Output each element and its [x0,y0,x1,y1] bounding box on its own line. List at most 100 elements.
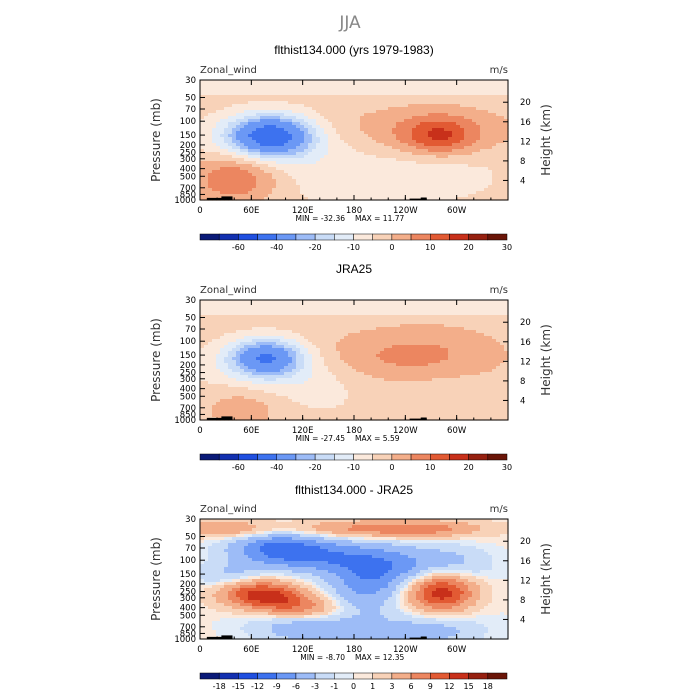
field-cell [412,185,417,189]
field-cell [348,131,353,135]
field-cell [456,89,461,93]
field-cell [292,369,297,373]
field-cell [416,363,421,367]
field-cell [232,167,237,171]
field-cell [420,116,425,120]
field-cell [328,86,333,90]
field-cell [356,306,361,310]
field-cell [336,191,341,195]
field-cell [304,333,309,337]
field-cell [256,188,261,192]
field-cell [396,152,401,156]
field-cell [420,107,425,111]
field-cell [480,137,485,141]
field-cell [228,107,233,111]
field-cell [388,149,393,153]
field-cell [496,351,501,355]
field-cell [372,339,377,343]
field-cell [248,336,253,340]
field-cell [444,176,449,180]
field-cell [500,107,505,111]
field-cell [256,164,261,168]
field-cell [332,98,337,102]
field-cell [324,188,329,192]
field-cell [204,348,209,352]
field-cell [256,161,261,165]
field-cell [484,101,489,105]
field-cell [452,125,457,129]
field-cell [432,342,437,346]
field-cell [472,330,477,334]
field-cell [320,333,325,337]
field-cell [376,98,381,102]
field-cell [348,306,353,310]
field-cell [308,98,313,102]
field-cell [384,306,389,310]
field-cell [336,182,341,186]
field-cell [312,116,317,120]
field-cell [212,131,217,135]
field-cell [464,339,469,343]
field-cell [212,339,217,343]
field-cell [356,360,361,364]
field-cell [448,306,453,310]
field-cell [416,116,421,120]
field-cell [248,134,253,138]
field-cell [200,155,205,159]
field-cell [344,312,349,316]
field-cell [368,92,373,96]
field-cell [248,333,253,337]
field-cell [272,158,277,162]
field-cell [376,351,381,355]
field-cell [480,161,485,165]
field-cell [348,333,353,337]
field-cell [396,360,401,364]
field-cell [360,173,365,177]
field-cell [400,191,405,195]
field-cell [288,134,293,138]
field-cell [360,342,365,346]
field-cell [356,327,361,331]
field-cell [464,83,469,87]
field-cell [212,300,217,304]
field-cell [204,92,209,96]
field-cell [380,137,385,141]
field-cell [212,188,217,192]
field-cell [260,342,265,346]
field-cell [360,164,365,168]
field-cell [452,131,457,135]
field-cell [388,98,393,102]
field-cell [252,339,257,343]
field-cell [288,357,293,361]
field-cell [308,95,313,99]
field-cell [268,146,273,150]
field-cell [364,137,369,141]
field-cell [428,191,433,195]
field-cell [272,300,277,304]
field-cell [256,170,261,174]
field-cell [288,95,293,99]
field-cell [328,104,333,108]
field-cell [496,110,501,114]
field-cell [280,101,285,105]
field-cell [492,339,497,343]
field-cell [384,315,389,319]
field-cell [316,83,321,87]
field-cell [500,128,505,132]
field-cell [396,134,401,138]
field-cell [472,318,477,322]
field-cell [444,140,449,144]
field-cell [420,306,425,310]
field-cell [280,321,285,325]
field-cell [256,354,261,358]
field-cell [328,173,333,177]
field-cell [452,191,457,195]
field-cell [500,92,505,96]
field-cell [280,327,285,331]
field-cell [256,125,261,129]
field-cell [304,327,309,331]
field-cell [224,167,229,171]
field-cell [392,98,397,102]
field-cell [348,140,353,144]
field-cell [320,176,325,180]
